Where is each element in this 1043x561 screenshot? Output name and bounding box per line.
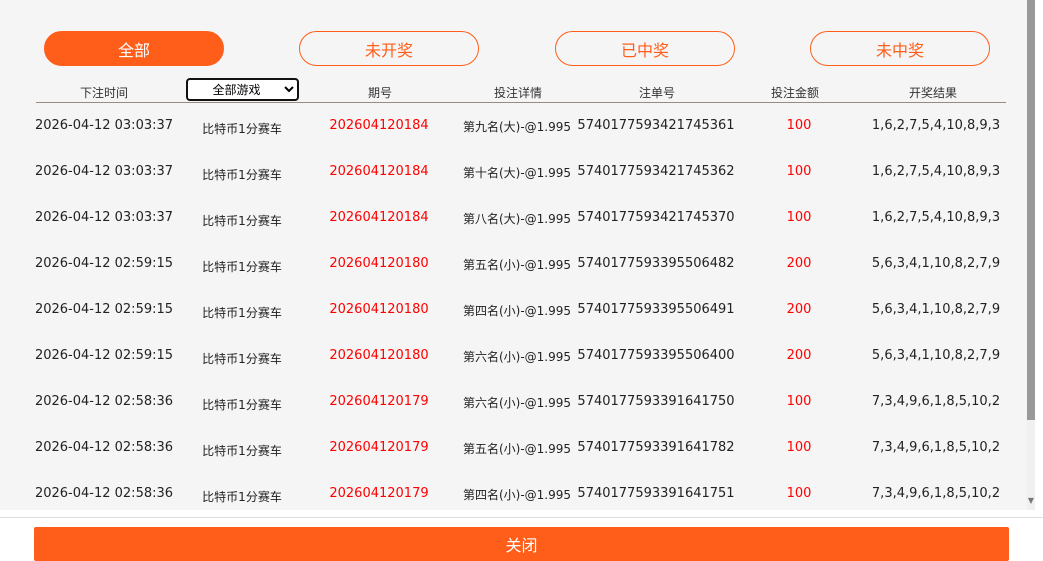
cell-game: 比特币1分赛车 — [202, 490, 282, 504]
cell-order: 5740177593395506400 — [577, 348, 735, 363]
header-result: 开奖结果 — [908, 86, 957, 100]
bet-history-panel: 全部 未开奖 已中奖 未中奖 下注时间 全部游戏 期号 投注详情 注单号 投注金… — [0, 0, 1035, 510]
cell-detail: 第四名(小)-@1.995 — [462, 488, 572, 502]
cell-result: 5,6,3,4,1,10,8,2,7,9 — [871, 348, 1001, 363]
scroll-down-arrow-icon[interactable]: ▼ — [1027, 496, 1034, 505]
cell-issue: 202604120184 — [329, 164, 429, 179]
cell-result: 7,3,4,9,6,1,8,5,10,2 — [871, 440, 1001, 455]
cell-amount: 200 — [786, 256, 812, 271]
cell-game: 比特币1分赛车 — [202, 444, 282, 458]
cell-order: 5740177593421745370 — [577, 210, 735, 225]
cell-result: 5,6,3,4,1,10,8,2,7,9 — [871, 256, 1001, 271]
cell-time: 2026-04-12 02:59:15 — [34, 348, 174, 363]
cell-game: 比特币1分赛车 — [202, 398, 282, 412]
header-amount: 投注金额 — [770, 86, 819, 100]
cell-detail: 第四名(小)-@1.995 — [462, 304, 572, 318]
table-row: 2026-04-12 03:03:37 比特币1分赛车 202604120184 第十… — [0, 164, 1035, 210]
cell-issue: 202604120180 — [329, 302, 429, 317]
cell-detail: 第五名(小)-@1.995 — [462, 442, 572, 456]
table-row: 2026-04-12 03:03:37 比特币1分赛车 202604120184 第八… — [0, 210, 1035, 256]
header-divider — [36, 102, 1006, 103]
cell-order: 5740177593391641750 — [577, 394, 735, 409]
cell-time: 2026-04-12 02:58:36 — [34, 394, 174, 409]
tab-all[interactable]: 全部 — [44, 31, 224, 66]
game-filter-select[interactable]: 全部游戏 — [186, 78, 299, 101]
table-row: 2026-04-12 03:03:37 比特币1分赛车 202604120184 第九… — [0, 118, 1035, 164]
cell-order: 5740177593391641751 — [577, 486, 735, 501]
table-row: 2026-04-12 02:59:15 比特币1分赛车 202604120180 第四… — [0, 302, 1035, 348]
cell-result: 7,3,4,9,6,1,8,5,10,2 — [871, 486, 1001, 501]
cell-order: 5740177593395506491 — [577, 302, 735, 317]
cell-time: 2026-04-12 02:59:15 — [34, 302, 174, 317]
cell-amount: 100 — [786, 210, 812, 225]
header-issue: 期号 — [367, 86, 392, 100]
table-row: 2026-04-12 02:58:36 比特币1分赛车 202604120179 第六… — [0, 394, 1035, 440]
cell-issue: 202604120179 — [329, 394, 429, 409]
cell-time: 2026-04-12 03:03:37 — [34, 210, 174, 225]
cell-game: 比特币1分赛车 — [202, 122, 282, 136]
cell-issue: 202604120179 — [329, 440, 429, 455]
cell-detail: 第九名(大)-@1.995 — [462, 120, 572, 134]
cell-game: 比特币1分赛车 — [202, 260, 282, 274]
cell-time: 2026-04-12 02:59:15 — [34, 256, 174, 271]
cell-amount: 100 — [786, 164, 812, 179]
close-button[interactable]: 关闭 — [34, 527, 1009, 561]
scrollbar[interactable]: ▼ — [1027, 0, 1035, 510]
scrollbar-thumb[interactable] — [1027, 0, 1035, 420]
cell-game: 比特币1分赛车 — [202, 306, 282, 320]
table-row: 2026-04-12 02:58:36 比特币1分赛车 202604120179 第五… — [0, 440, 1035, 486]
cell-amount: 200 — [786, 348, 812, 363]
header-detail: 投注详情 — [493, 86, 542, 100]
cell-detail: 第六名(小)-@1.995 — [462, 396, 572, 410]
cell-issue: 202604120180 — [329, 348, 429, 363]
cell-detail: 第六名(小)-@1.995 — [462, 350, 572, 364]
cell-order: 5740177593391641782 — [577, 440, 735, 455]
cell-result: 7,3,4,9,6,1,8,5,10,2 — [871, 394, 1001, 409]
cell-issue: 202604120184 — [329, 118, 429, 133]
cell-time: 2026-04-12 02:58:36 — [34, 440, 174, 455]
cell-game: 比特币1分赛车 — [202, 214, 282, 228]
cell-detail: 第五名(小)-@1.995 — [462, 258, 572, 272]
cell-amount: 100 — [786, 440, 812, 455]
cell-order: 5740177593421745361 — [577, 118, 735, 133]
table-row: 2026-04-12 02:59:15 比特币1分赛车 202604120180 第六… — [0, 348, 1035, 394]
header-order: 注单号 — [638, 86, 675, 100]
cell-game: 比特币1分赛车 — [202, 352, 282, 366]
cell-amount: 100 — [786, 118, 812, 133]
cell-amount: 100 — [786, 486, 812, 501]
cell-issue: 202604120179 — [329, 486, 429, 501]
divider — [0, 517, 1043, 518]
tab-won[interactable]: 已中奖 — [555, 31, 735, 66]
cell-result: 1,6,2,7,5,4,10,8,9,3 — [871, 164, 1001, 179]
tab-pending[interactable]: 未开奖 — [299, 31, 479, 66]
cell-issue: 202604120180 — [329, 256, 429, 271]
cell-amount: 200 — [786, 302, 812, 317]
cell-order: 5740177593395506482 — [577, 256, 735, 271]
cell-order: 5740177593421745362 — [577, 164, 735, 179]
cell-result: 1,6,2,7,5,4,10,8,9,3 — [871, 210, 1001, 225]
cell-time: 2026-04-12 03:03:37 — [34, 118, 174, 133]
table-row: 2026-04-12 02:59:15 比特币1分赛车 202604120180 第五… — [0, 256, 1035, 302]
cell-issue: 202604120184 — [329, 210, 429, 225]
cell-time: 2026-04-12 02:58:36 — [34, 486, 174, 501]
cell-amount: 100 — [786, 394, 812, 409]
tab-lost[interactable]: 未中奖 — [810, 31, 990, 66]
cell-game: 比特币1分赛车 — [202, 168, 282, 182]
table-row: 2026-04-12 02:58:36 比特币1分赛车 202604120179 第四… — [0, 486, 1035, 510]
cell-result: 1,6,2,7,5,4,10,8,9,3 — [871, 118, 1001, 133]
cell-detail: 第十名(大)-@1.995 — [462, 166, 572, 180]
cell-detail: 第八名(大)-@1.995 — [462, 212, 572, 226]
header-time: 下注时间 — [79, 86, 128, 100]
cell-time: 2026-04-12 03:03:37 — [34, 164, 174, 179]
cell-result: 5,6,3,4,1,10,8,2,7,9 — [871, 302, 1001, 317]
